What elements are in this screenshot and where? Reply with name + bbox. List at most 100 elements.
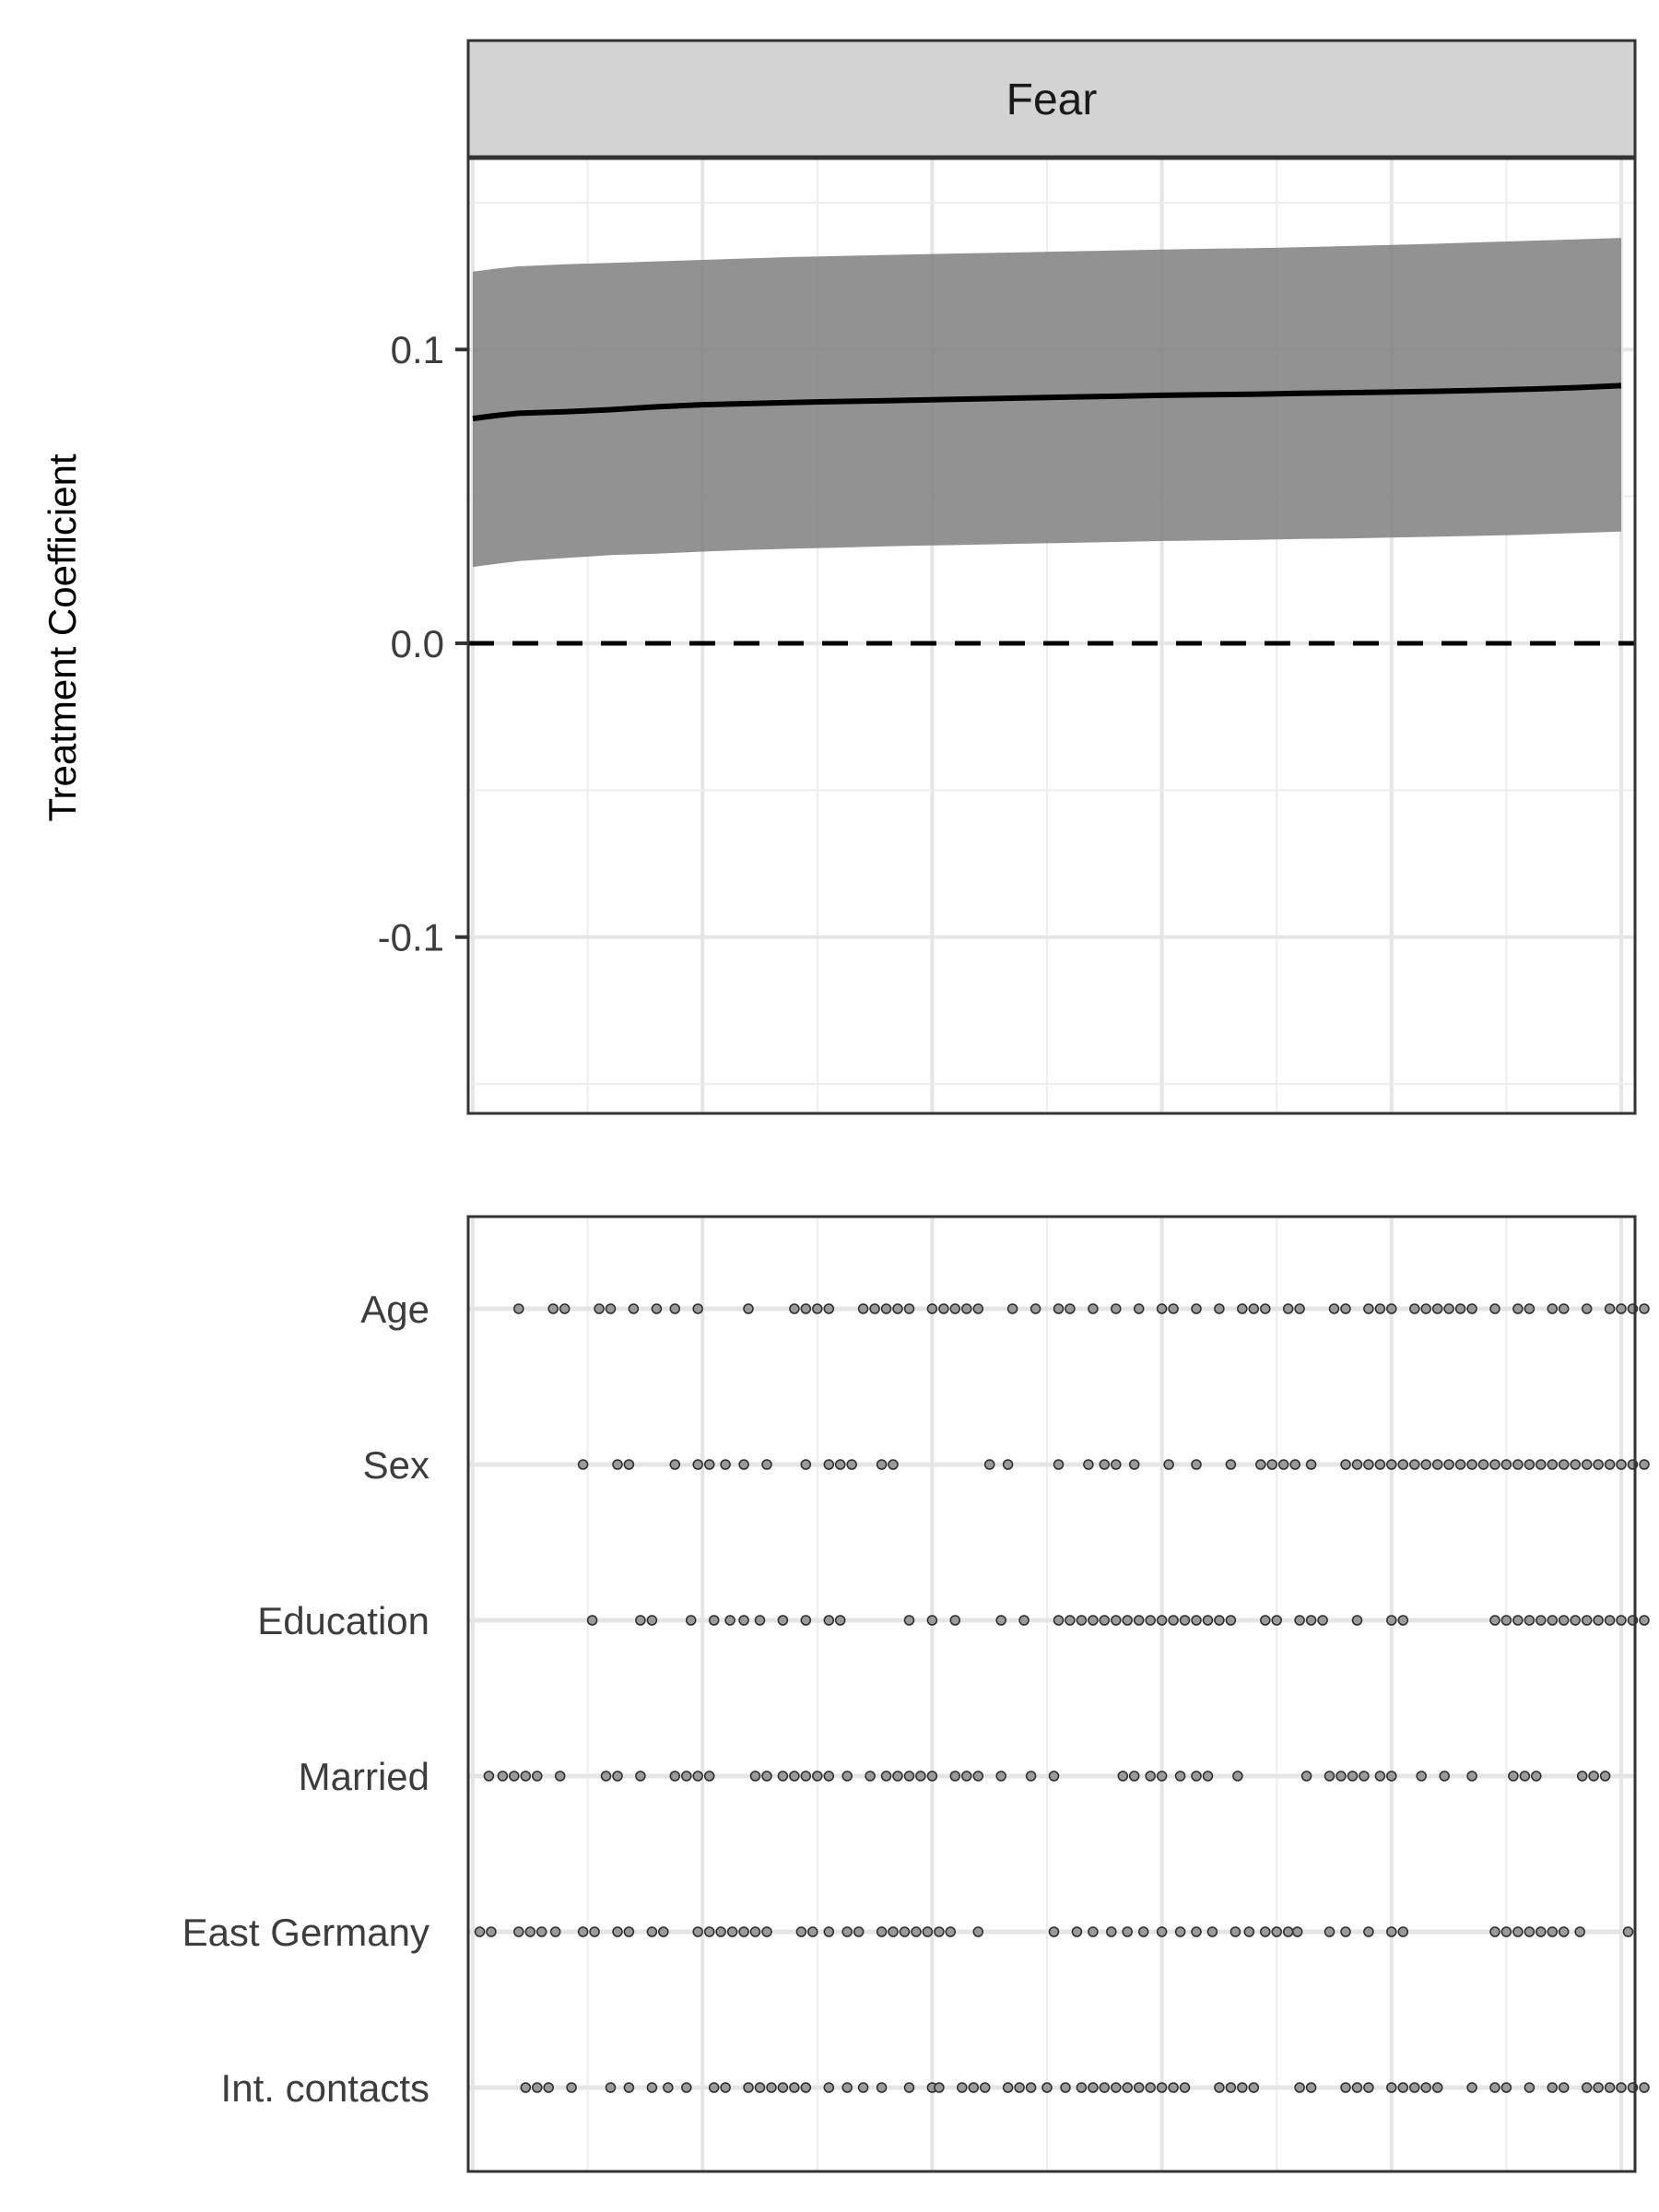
split-point: [1277, 1459, 1289, 1470]
split-point: [1420, 1303, 1431, 1314]
split-point: [1324, 1771, 1335, 1782]
y-axis-title: Treatment Coefficient: [41, 453, 84, 822]
split-point: [800, 1459, 812, 1470]
split-point: [623, 1926, 635, 1937]
split-point: [612, 1926, 623, 1937]
split-point: [1500, 2082, 1512, 2093]
split-point: [983, 1459, 995, 1470]
split-point: [1616, 1303, 1627, 1314]
split-point: [1386, 1459, 1397, 1470]
split-point: [1111, 1459, 1122, 1470]
split-point: [1500, 1459, 1512, 1470]
split-point: [685, 1615, 697, 1626]
split-point: [812, 1771, 823, 1782]
split-point: [869, 1303, 880, 1314]
split-point: [1225, 1459, 1237, 1470]
split-point: [605, 1303, 617, 1314]
split-point: [1099, 1615, 1111, 1626]
split-point: [1156, 1771, 1168, 1782]
split-point: [1340, 2082, 1351, 2093]
split-point: [1524, 2082, 1535, 2093]
split-point: [1191, 1926, 1202, 1937]
split-point: [1374, 1303, 1386, 1314]
split-point: [1179, 2082, 1191, 2093]
split-point: [926, 1771, 938, 1782]
variable-label: Education: [257, 1599, 429, 1642]
split-point: [1386, 1771, 1397, 1782]
split-point: [692, 1926, 703, 1937]
split-point: [1519, 1771, 1531, 1782]
split-point: [899, 1926, 911, 1937]
split-point: [1255, 1459, 1266, 1470]
split-point: [1128, 1459, 1140, 1470]
split-point: [1616, 1459, 1627, 1470]
split-point: [1524, 1926, 1535, 1937]
split-point: [1300, 1771, 1312, 1782]
split-point: [911, 1926, 922, 1937]
variable-label: Sex: [363, 1443, 429, 1487]
split-point: [1260, 1926, 1271, 1937]
split-point: [1639, 1615, 1650, 1626]
bottom-panel: Age Sex Education Married East Germany Int. c…: [182, 1215, 1650, 2173]
split-point: [532, 2082, 543, 2093]
split-point: [1071, 1926, 1083, 1937]
split-point: [1443, 1459, 1454, 1470]
split-point: [995, 1615, 1006, 1626]
split-point: [1088, 1303, 1099, 1314]
split-point: [738, 1926, 749, 1937]
split-point: [1581, 1459, 1593, 1470]
split-point: [1616, 2082, 1627, 2093]
split-point: [1145, 1771, 1156, 1782]
split-point: [1111, 1615, 1122, 1626]
split-point: [1351, 1459, 1363, 1470]
split-point: [1133, 1615, 1145, 1626]
split-point: [726, 1926, 738, 1937]
split-point: [1133, 1303, 1145, 1314]
split-point: [577, 1459, 589, 1470]
split-point: [1025, 2082, 1037, 2093]
split-point: [1558, 1459, 1570, 1470]
split-point: [1122, 1615, 1133, 1626]
bottom-plot-background: [468, 1217, 1635, 2171]
split-point: [681, 2082, 692, 2093]
split-point: [823, 1926, 835, 1937]
split-point: [789, 1303, 800, 1314]
split-point: [880, 1303, 892, 1314]
split-point: [1351, 1615, 1363, 1626]
split-point: [623, 1459, 635, 1470]
split-point: [1179, 1615, 1191, 1626]
split-point: [754, 2082, 766, 2093]
split-point: [1386, 1303, 1397, 1314]
split-point: [669, 1459, 681, 1470]
split-point: [1604, 2082, 1616, 2093]
split-point: [1420, 1459, 1431, 1470]
split-point: [497, 1771, 509, 1782]
split-point: [1174, 1926, 1186, 1937]
split-point: [823, 1459, 835, 1470]
split-point: [1363, 1303, 1374, 1314]
split-point: [968, 2082, 980, 2093]
split-point: [743, 2082, 754, 2093]
split-point: [738, 1459, 749, 1470]
split-point: [1512, 1303, 1524, 1314]
split-point: [1214, 1303, 1225, 1314]
split-point: [800, 1771, 812, 1782]
split-point: [1111, 2082, 1122, 2093]
split-point: [1214, 1615, 1225, 1626]
split-point: [1508, 1771, 1519, 1782]
split-point: [876, 1459, 888, 1470]
split-point: [926, 1615, 938, 1626]
split-point: [812, 1303, 823, 1314]
split-point: [1574, 1926, 1585, 1937]
split-point: [834, 1615, 846, 1626]
split-point: [547, 1303, 559, 1314]
split-point: [857, 2082, 869, 2093]
split-point: [715, 1926, 726, 1937]
split-point: [1202, 1615, 1214, 1626]
split-point: [1570, 1459, 1581, 1470]
split-point: [605, 2082, 617, 2093]
split-point: [1363, 1926, 1374, 1937]
split-point: [1409, 1303, 1420, 1314]
split-point: [635, 1615, 646, 1626]
